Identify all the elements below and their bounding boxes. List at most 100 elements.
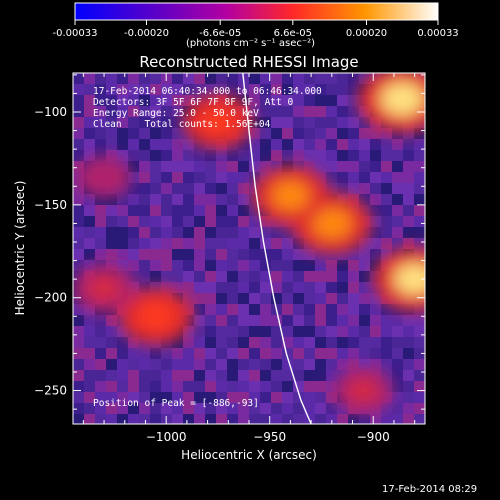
heatmap-cell [359,337,370,348]
heatmap-cell [249,73,260,84]
heatmap-cell [84,73,95,84]
heatmap-cell [117,205,128,216]
heatmap-cell [106,392,117,403]
heatmap-cell [249,128,260,139]
heatmap-cell [73,73,84,84]
heatmap-cell [359,73,370,84]
heatmap-cell [227,392,238,403]
heatmap-cell [216,359,227,370]
heatmap-cell [326,315,337,326]
heatmap-cell [183,271,194,282]
heatmap-cell [414,348,425,359]
heatmap-cell [271,106,282,117]
heatmap-cell [172,381,183,392]
heatmap-cell [194,194,205,205]
heatmap-cell [205,337,216,348]
heatmap-cell [227,238,238,249]
hot-region-core [90,167,118,187]
heatmap-cell [139,117,150,128]
heatmap-cell [73,326,84,337]
heatmap-cell [392,304,403,315]
heatmap-cell [293,117,304,128]
heatmap-cell [304,139,315,150]
heatmap-cell [84,392,95,403]
heatmap-cell [227,304,238,315]
heatmap-cell [161,128,172,139]
heatmap-cell [403,359,414,370]
heatmap-cell [205,326,216,337]
heatmap-cell [227,161,238,172]
heatmap-cell [414,337,425,348]
heatmap-cell [216,73,227,84]
heatmap-cell [260,337,271,348]
heatmap-cell [359,282,370,293]
heatmap-cell [359,260,370,271]
heatmap-cell [326,348,337,359]
heatmap-cell [249,260,260,271]
heatmap-cell [293,150,304,161]
heatmap-cell [84,216,95,227]
heatmap-cell [106,348,117,359]
heatmap-cell [194,381,205,392]
heatmap-cell [84,139,95,150]
heatmap-cell [293,359,304,370]
hot-region-core [200,107,236,135]
heatmap-cell [238,326,249,337]
heatmap-cell [227,172,238,183]
heatmap-cell [84,128,95,139]
heatmap-cell [326,337,337,348]
heatmap-cell [249,84,260,95]
heatmap-cell [293,128,304,139]
heatmap-cell [161,249,172,260]
x-tick-label: −950 [253,430,286,444]
heatmap-cell [106,194,117,205]
heatmap-cell [238,414,249,424]
heatmap-cell [216,260,227,271]
heatmap-cell [271,73,282,84]
heatmap-cell [370,315,381,326]
heatmap-cell [128,117,139,128]
heatmap-cell [95,381,106,392]
heatmap-cell [205,216,216,227]
heatmap-cell [249,414,260,424]
annotation-clean-counts: Clean Total counts: 1.56E+04 [93,119,271,130]
heatmap-cell [238,315,249,326]
heatmap-cell [84,381,95,392]
heatmap-cell [293,95,304,106]
heatmap-cell [392,337,403,348]
heatmap-cell [139,128,150,139]
heatmap-cell [128,414,139,424]
heatmap-cell [249,249,260,260]
heatmap-cell [73,392,84,403]
heatmap-cell [183,216,194,227]
heatmap-cell [238,337,249,348]
heatmap-cell [216,227,227,238]
heatmap-cell [95,337,106,348]
heatmap-cell [128,238,139,249]
heatmap-cell [403,172,414,183]
heatmap-cell [304,392,315,403]
heatmap-cell [348,161,359,172]
heatmap-cell [106,117,117,128]
heatmap-cell [392,216,403,227]
heatmap-cell [84,84,95,95]
heatmap-cell [172,348,183,359]
heatmap-cell [95,84,106,95]
heatmap-cell [315,139,326,150]
heatmap-cell [381,403,392,414]
heatmap-cell [183,414,194,424]
heatmap-cell [315,260,326,271]
heatmap-cell [205,381,216,392]
heatmap-cell [260,293,271,304]
heatmap-cell [95,73,106,84]
heatmap-cell [315,370,326,381]
heatmap-cell [183,183,194,194]
colorbar-strip [74,2,439,21]
heatmap-cell [249,359,260,370]
heatmap-cell [106,95,117,106]
heatmap-cell [150,238,161,249]
heatmap-cell [205,293,216,304]
heatmap-cell [304,359,315,370]
heatmap-cell [315,84,326,95]
heatmap-cell [161,161,172,172]
